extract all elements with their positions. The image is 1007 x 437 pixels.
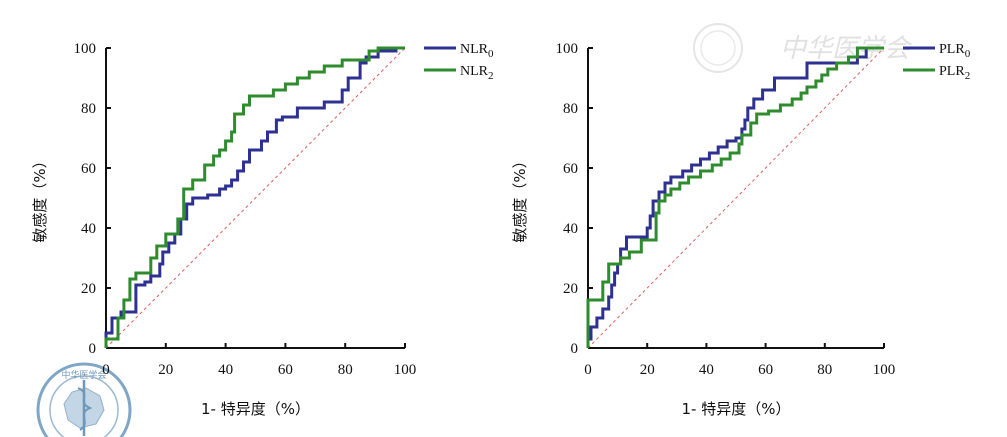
roc-line-nlr0 [104, 46, 405, 348]
roc-line-plr0 [586, 46, 884, 348]
legend-label-nlr0: NLR0 [460, 42, 494, 60]
x-tick-label: 80 [338, 362, 353, 378]
reference-diagonal [587, 47, 885, 349]
x-tick-label: 60 [758, 362, 773, 378]
legend-label-plr0: PLR0 [939, 42, 971, 60]
reference-diagonal [105, 47, 406, 349]
x-axis-title: 1- 特异度（%） [201, 400, 310, 418]
society-seal: 中华医学会 [36, 362, 132, 437]
y-tick-label: 40 [563, 221, 578, 237]
society-seal-text: 中华医学会 [61, 369, 106, 381]
y-tick-label: 20 [81, 281, 96, 297]
y-axis-title: 敏感度（%） [31, 153, 49, 242]
x-tick-label: 100 [394, 362, 417, 378]
watermark: 中华医学会 [693, 23, 913, 73]
x-tick-label: 60 [278, 362, 293, 378]
y-tick-label: 0 [89, 341, 97, 357]
x-tick-label: 20 [158, 362, 173, 378]
y-tick-label: 80 [563, 101, 578, 117]
watermark-text: 中华医学会 [780, 34, 913, 64]
x-tick-label: 80 [817, 362, 832, 378]
roc-line-nlr2 [104, 46, 405, 348]
x-tick-label: 0 [102, 362, 110, 378]
society-seal-inner-ring-icon [49, 375, 119, 437]
chart-nlr: 0 20 40 60 80 100 0 20 40 60 80 100 1- 特异度（%） 敏感度（%） N… [31, 41, 494, 418]
watermark-seal-inner-icon [700, 30, 736, 66]
y-tick-label: 20 [563, 281, 578, 297]
legend-label-nlr2: NLR2 [460, 64, 494, 82]
x-tick-label: 0 [584, 362, 592, 378]
x-tick-label: 20 [640, 362, 655, 378]
y-tick-label: 100 [556, 41, 579, 57]
y-axis-title: 敏感度（%） [511, 153, 529, 242]
serpent-icon [77, 387, 93, 431]
chart-plr: 0 20 40 60 80 100 0 20 40 60 80 100 1- 特异度（%） 敏感度（%） P… [511, 41, 971, 418]
x-tick-label: 100 [873, 362, 896, 378]
y-tick-label: 0 [571, 341, 579, 357]
legend-label-plr2: PLR2 [939, 64, 970, 82]
y-tick-label: 60 [563, 161, 578, 177]
x-tick-label: 40 [218, 362, 233, 378]
x-tick-label: 40 [699, 362, 714, 378]
roc-line-plr2 [586, 46, 884, 348]
y-tick-label: 80 [81, 101, 96, 117]
y-tick-label: 100 [74, 41, 97, 57]
watermark-seal-icon [693, 23, 743, 73]
y-tick-label: 60 [81, 161, 96, 177]
y-tick-label: 40 [81, 221, 96, 237]
x-axis-title: 1- 特异度（%） [682, 400, 791, 418]
society-seal-ring-icon [36, 362, 132, 437]
